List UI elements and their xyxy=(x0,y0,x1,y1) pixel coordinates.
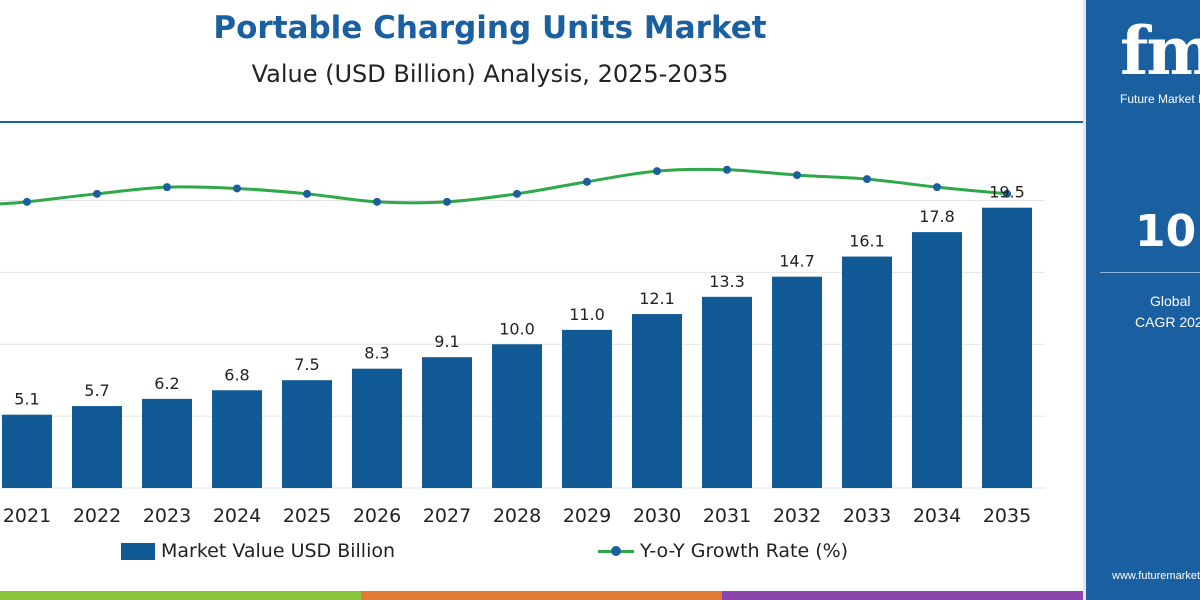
header-divider xyxy=(0,121,1083,123)
x-tick-label: 2023 xyxy=(143,505,191,527)
bar-2028 xyxy=(492,344,542,488)
chart-subtitle: Value (USD Billion) Analysis, 2025-2035 xyxy=(251,60,729,88)
growth-point xyxy=(443,197,451,206)
x-tick-label: 2033 xyxy=(843,505,891,527)
panel-label-cagr: CAGR 2025-2035 xyxy=(1135,314,1200,330)
x-tick-label: 2032 xyxy=(773,505,821,527)
bar-value-label: 7.5 xyxy=(294,355,319,374)
bar-2034 xyxy=(912,232,962,488)
x-tick-label: 2035 xyxy=(983,505,1031,527)
bar-value-label: 13.3 xyxy=(709,272,745,291)
bar-2022 xyxy=(72,406,122,488)
strip-segment-green xyxy=(0,591,361,600)
x-tick-label: 2029 xyxy=(563,505,611,527)
side-panel: fmi Future Market Insights 10.0% Global … xyxy=(1083,0,1200,600)
growth-point xyxy=(1003,189,1011,198)
bar-value-label: 16.1 xyxy=(849,232,885,251)
bar-2027 xyxy=(422,357,472,488)
x-tick-label: 2034 xyxy=(913,505,961,527)
value-labels: 5.1 5.7 6.2 6.8 7.5 8.3 9.1 10.0 11.0 12.1 13.3 14.… xyxy=(14,183,1025,409)
brand-logo-text: Future Market Insights xyxy=(1120,92,1200,106)
strip-segment-purple xyxy=(722,591,1083,600)
growth-point xyxy=(513,189,521,198)
x-tick-label: 2030 xyxy=(633,505,681,527)
chart-title: Portable Charging Units Market xyxy=(213,10,767,46)
x-tick-label: 2025 xyxy=(283,505,331,527)
growth-point xyxy=(303,189,311,198)
x-tick-label: 2027 xyxy=(423,505,471,527)
growth-line-series xyxy=(0,165,1011,206)
growth-point xyxy=(793,171,801,180)
bar-value-label: 8.3 xyxy=(364,344,389,363)
bar-2030 xyxy=(632,314,682,488)
bar-2035 xyxy=(982,207,1032,488)
bar-value-label: 11.0 xyxy=(569,305,605,324)
growth-point xyxy=(233,184,241,193)
growth-point xyxy=(373,197,381,206)
cagr-value: 10.0% xyxy=(1135,206,1200,257)
legend-bar-label: Market Value USD Billion xyxy=(161,540,396,562)
growth-point xyxy=(163,183,171,192)
bar-value-label: 19.5 xyxy=(989,183,1025,202)
bar-value-label: 6.2 xyxy=(154,374,179,393)
growth-point xyxy=(653,167,661,176)
bottom-color-strip xyxy=(0,591,1083,600)
x-tick-label: 2024 xyxy=(213,505,261,527)
bar-value-label: 5.1 xyxy=(14,390,39,409)
growth-point xyxy=(723,165,731,174)
legend-line-label: Y-o-Y Growth Rate (%) xyxy=(640,540,849,562)
panel-divider xyxy=(1100,272,1200,273)
bar-2025 xyxy=(282,380,332,488)
bar-value-label: 14.7 xyxy=(779,252,815,271)
x-tick-label: 2028 xyxy=(493,505,541,527)
bar-2023 xyxy=(142,398,192,488)
bar-value-label: 5.7 xyxy=(84,381,109,400)
bar-2033 xyxy=(842,256,892,488)
bar-series xyxy=(2,207,1032,488)
combo-chart: 5.1 5.7 6.2 6.8 7.5 8.3 9.1 10.0 11.0 12.1 13.3 14.… xyxy=(0,165,1045,527)
x-tick-label: 2022 xyxy=(73,505,121,527)
x-tick-label: 2026 xyxy=(353,505,401,527)
strip-segment-orange xyxy=(361,591,722,600)
panel-label-global: Global xyxy=(1150,293,1191,309)
bar-value-label: 6.8 xyxy=(224,365,249,384)
legend-item-growth-rate: Y-o-Y Growth Rate (%) xyxy=(598,540,848,562)
growth-point xyxy=(23,197,31,206)
bar-2032 xyxy=(772,276,822,488)
bar-2024 xyxy=(212,390,262,488)
x-axis-ticks: 2021 2022 2023 2024 2025 2026 2027 2028 2029 2030… xyxy=(3,505,1031,527)
bar-2031 xyxy=(702,296,752,488)
bar-value-label: 12.1 xyxy=(639,289,675,308)
bar-value-label: 10.0 xyxy=(499,319,535,338)
website-url: www.futuremarketinsights.com xyxy=(1112,570,1200,582)
bar-2026 xyxy=(352,368,402,488)
growth-point xyxy=(933,183,941,192)
legend: Market Value USD Billion Y-o-Y Growth Ra… xyxy=(0,540,1080,574)
bar-2029 xyxy=(562,329,612,488)
legend-item-market-value: Market Value USD Billion xyxy=(121,540,395,562)
growth-point xyxy=(863,175,871,184)
bar-value-label: 9.1 xyxy=(434,332,459,351)
x-tick-label: 2031 xyxy=(703,505,751,527)
brand-logo: fmi xyxy=(1120,12,1200,90)
growth-point xyxy=(93,189,101,198)
legend-bar-swatch xyxy=(121,542,155,560)
x-tick-label: 2021 xyxy=(3,505,51,527)
growth-point xyxy=(583,177,591,186)
bar-2021 xyxy=(2,414,52,488)
growth-line xyxy=(0,167,1008,206)
legend-line-swatch xyxy=(598,545,634,556)
bar-value-label: 17.8 xyxy=(919,207,955,226)
